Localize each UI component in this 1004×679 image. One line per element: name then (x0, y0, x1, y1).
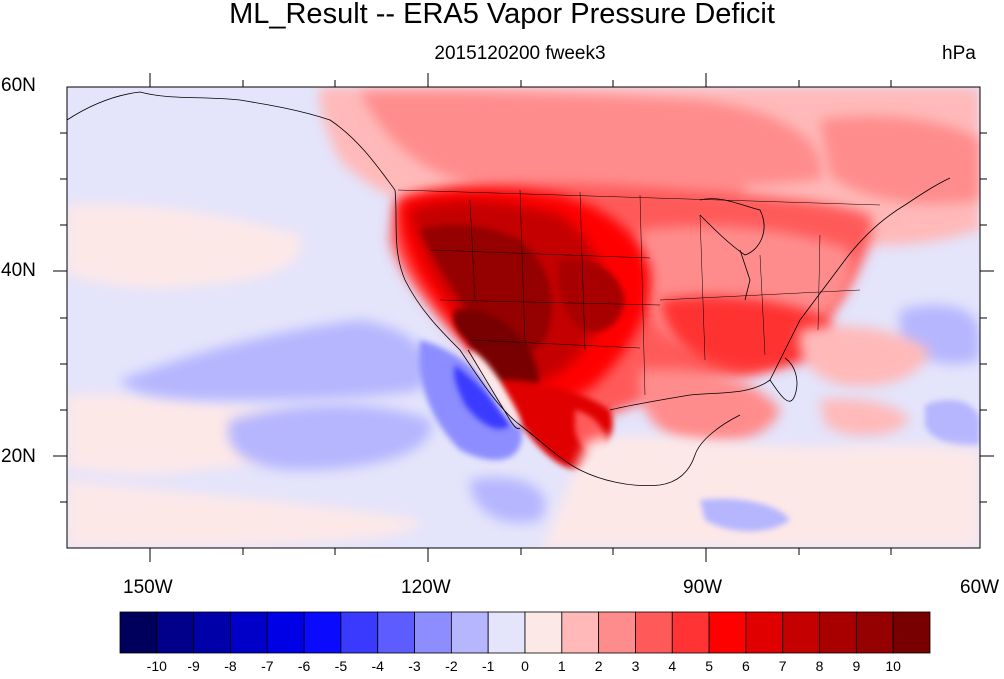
colorbar-swatch (377, 611, 415, 654)
colorbar (119, 611, 931, 654)
lat-label-20n: 20N (1, 446, 36, 467)
colorbar-swatch (708, 611, 747, 654)
map-ticks (53, 73, 994, 562)
coastlines (67, 91, 951, 486)
colorbar-tick-label: -1 (481, 658, 495, 674)
lon-label-60w: 60W (960, 577, 1000, 598)
colorbar-swatch (855, 611, 894, 654)
colorbar-swatch (524, 611, 563, 654)
colorbar-tick-label: 10 (885, 658, 901, 674)
colorbar-swatch (892, 611, 931, 654)
colorbar-swatch (193, 611, 231, 654)
lat-label-60n: 60N (1, 75, 36, 96)
lat-label-40n: 40N (1, 260, 36, 281)
lon-label-120w: 120W (401, 577, 451, 598)
map-title: ML_Result -- ERA5 Vapor Pressure Deficit (229, 0, 775, 30)
colorbar-tick-label: -10 (146, 658, 167, 674)
colorbar-swatch (230, 611, 268, 654)
vpd-field (67, 87, 980, 548)
colorbar-swatch (340, 611, 379, 654)
colorbar-swatch (487, 611, 526, 654)
colorbar-swatch (819, 611, 857, 654)
colorbar-swatch (671, 611, 710, 654)
colorbar-tick-label: 0 (521, 658, 529, 674)
map-subtitle: 2015120200 fweek3 (434, 43, 606, 64)
colorbar-tick-label: 3 (631, 658, 640, 674)
colorbar-swatch (156, 611, 195, 654)
colorbar-tick-label: -5 (334, 658, 348, 674)
colorbar-swatch (598, 611, 636, 654)
colorbar-tick-label: 2 (594, 658, 603, 674)
colorbar-tick-label: -9 (187, 658, 200, 674)
colorbar-tick-label: 8 (815, 658, 824, 674)
colorbar-tick-label: 1 (557, 658, 566, 674)
colorbar-tick-label: -3 (408, 658, 421, 674)
colorbar-tick-label: -6 (297, 658, 311, 674)
colorbar-tick-label: 5 (705, 658, 713, 674)
colorbar-swatch (450, 611, 489, 654)
lon-label-150w: 150W (123, 577, 173, 598)
state-borders (397, 189, 881, 396)
colorbar-swatch (119, 611, 158, 654)
colorbar-tick-label: -7 (261, 658, 274, 674)
colorbar-tick-label: -4 (371, 658, 384, 674)
colorbar-tick-label: -2 (445, 658, 458, 674)
colorbar-swatch (745, 611, 784, 654)
colorbar-swatch (414, 611, 452, 654)
colorbar-tick-label: 4 (668, 658, 677, 674)
colorbar-swatch (561, 611, 600, 654)
colorbar-swatch (303, 611, 342, 654)
colorbar-tick-label: 6 (741, 658, 750, 674)
units-label: hPa (942, 43, 976, 64)
colorbar-tick-label: 7 (778, 658, 787, 674)
colorbar-swatch (635, 611, 673, 654)
lon-label-90w: 90W (683, 577, 723, 598)
colorbar-tick-label: 9 (852, 658, 861, 674)
colorbar-swatch (782, 611, 820, 654)
colorbar-swatch (266, 611, 305, 654)
colorbar-tick-label: -8 (224, 658, 237, 674)
